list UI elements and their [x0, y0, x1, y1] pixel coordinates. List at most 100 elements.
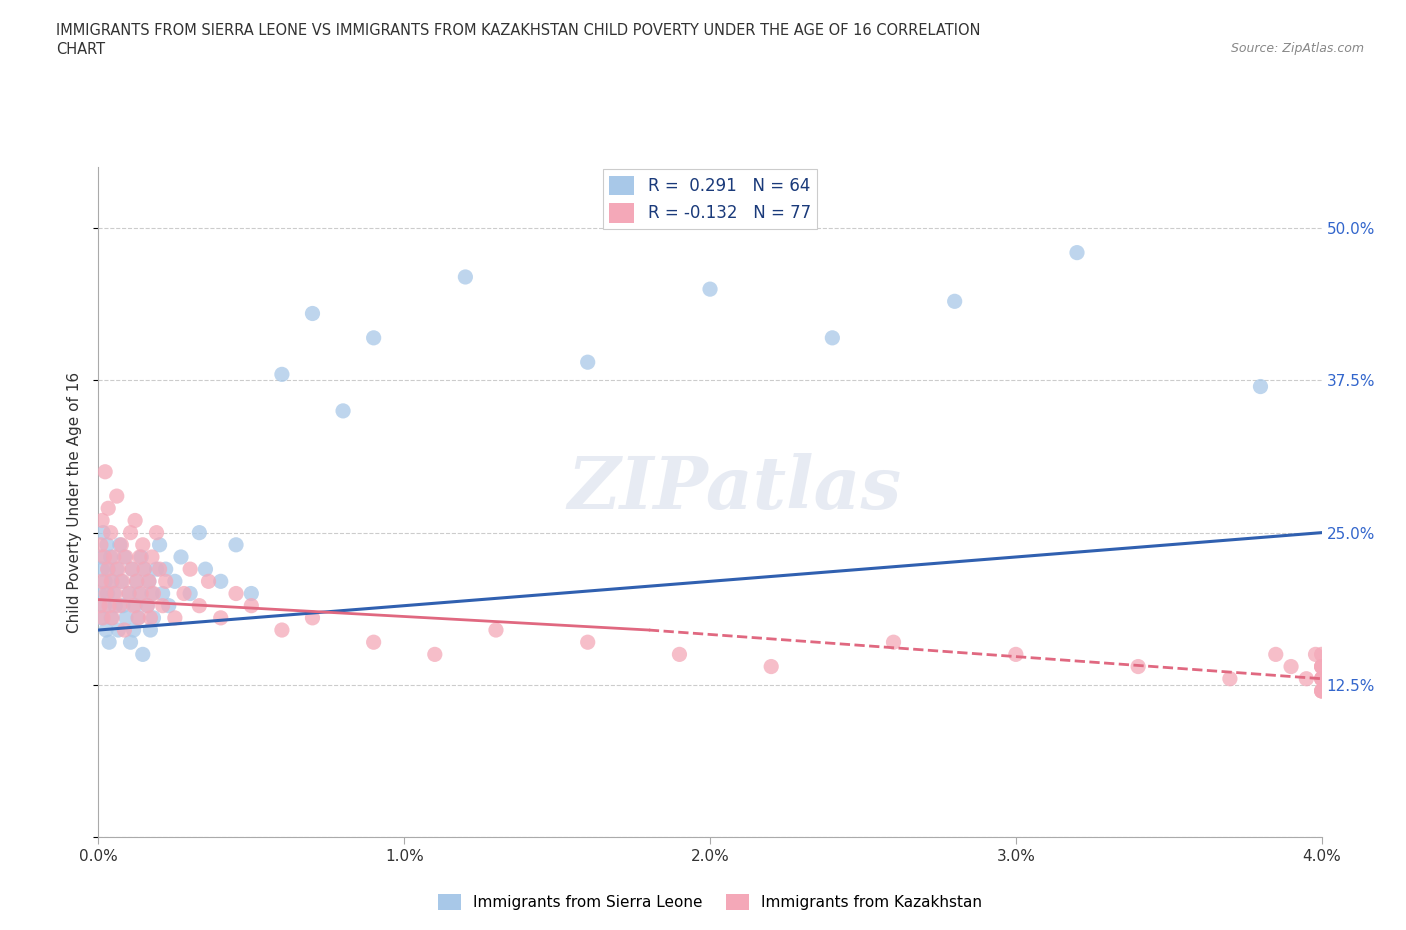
Point — [121, 562, 143, 577]
Point — [98, 635, 121, 650]
Point — [132, 538, 155, 552]
Y-axis label: Child Poverty Under the Age of 16: Child Poverty Under the Age of 16 — [67, 372, 83, 632]
Point — [301, 306, 323, 321]
Point — [155, 562, 177, 577]
Point — [1219, 671, 1241, 686]
Point — [128, 586, 150, 601]
Point — [1310, 684, 1333, 698]
Point — [1310, 684, 1333, 698]
Point — [134, 562, 156, 577]
Point — [155, 574, 177, 589]
Point — [112, 550, 135, 565]
Point — [120, 635, 142, 650]
Point — [93, 550, 115, 565]
Text: IMMIGRANTS FROM SIERRA LEONE VS IMMIGRANTS FROM KAZAKHSTAN CHILD POVERTY UNDER T: IMMIGRANTS FROM SIERRA LEONE VS IMMIGRAN… — [56, 23, 981, 38]
Point — [94, 464, 117, 479]
Point — [129, 550, 152, 565]
Point — [1310, 684, 1333, 698]
Point — [194, 562, 217, 577]
Point — [363, 330, 385, 345]
Point — [485, 622, 508, 637]
Point — [93, 598, 115, 613]
Point — [270, 367, 294, 382]
Point — [270, 622, 294, 637]
Point — [141, 586, 163, 601]
Point — [136, 598, 159, 613]
Point — [115, 550, 138, 565]
Point — [89, 586, 111, 601]
Point — [104, 598, 127, 613]
Point — [1264, 647, 1286, 662]
Point — [145, 562, 167, 577]
Point — [108, 598, 131, 613]
Point — [173, 586, 195, 601]
Point — [1310, 647, 1333, 662]
Point — [197, 574, 219, 589]
Point — [301, 610, 323, 625]
Point — [136, 598, 159, 613]
Point — [103, 550, 125, 565]
Point — [138, 574, 160, 589]
Point — [128, 550, 150, 565]
Point — [1295, 671, 1317, 686]
Point — [94, 622, 117, 637]
Point — [94, 586, 117, 601]
Point — [122, 598, 145, 613]
Point — [759, 659, 782, 674]
Point — [576, 635, 599, 650]
Point — [105, 488, 128, 503]
Point — [152, 598, 174, 613]
Point — [100, 525, 122, 540]
Point — [225, 586, 247, 601]
Point — [112, 622, 135, 637]
Point — [91, 513, 114, 528]
Point — [149, 562, 172, 577]
Point — [139, 610, 162, 625]
Text: Source: ZipAtlas.com: Source: ZipAtlas.com — [1230, 42, 1364, 55]
Point — [1310, 671, 1333, 686]
Point — [821, 330, 844, 345]
Point — [118, 586, 141, 601]
Point — [101, 574, 124, 589]
Point — [120, 525, 142, 540]
Point — [188, 598, 211, 613]
Point — [152, 586, 174, 601]
Point — [115, 610, 138, 625]
Point — [1004, 647, 1026, 662]
Point — [89, 598, 111, 613]
Point — [163, 574, 186, 589]
Point — [1310, 659, 1333, 674]
Point — [94, 574, 117, 589]
Point — [145, 525, 167, 540]
Point — [129, 586, 152, 601]
Point — [90, 550, 112, 565]
Point — [139, 622, 162, 637]
Point — [90, 574, 112, 589]
Point — [110, 538, 132, 552]
Point — [240, 586, 263, 601]
Point — [111, 574, 134, 589]
Point — [157, 598, 180, 613]
Point — [105, 562, 128, 577]
Point — [96, 538, 118, 552]
Point — [699, 282, 721, 297]
Point — [179, 562, 201, 577]
Point — [100, 610, 122, 625]
Point — [142, 610, 165, 625]
Point — [90, 610, 112, 625]
Point — [1128, 659, 1150, 674]
Point — [91, 525, 114, 540]
Point — [576, 354, 599, 369]
Point — [225, 538, 247, 552]
Point — [97, 562, 120, 577]
Point — [943, 294, 966, 309]
Point — [1310, 671, 1333, 686]
Point — [91, 610, 114, 625]
Point — [121, 562, 143, 577]
Point — [103, 586, 125, 601]
Point — [124, 598, 146, 613]
Point — [91, 562, 114, 577]
Point — [188, 525, 211, 540]
Point — [107, 622, 129, 637]
Point — [108, 538, 131, 552]
